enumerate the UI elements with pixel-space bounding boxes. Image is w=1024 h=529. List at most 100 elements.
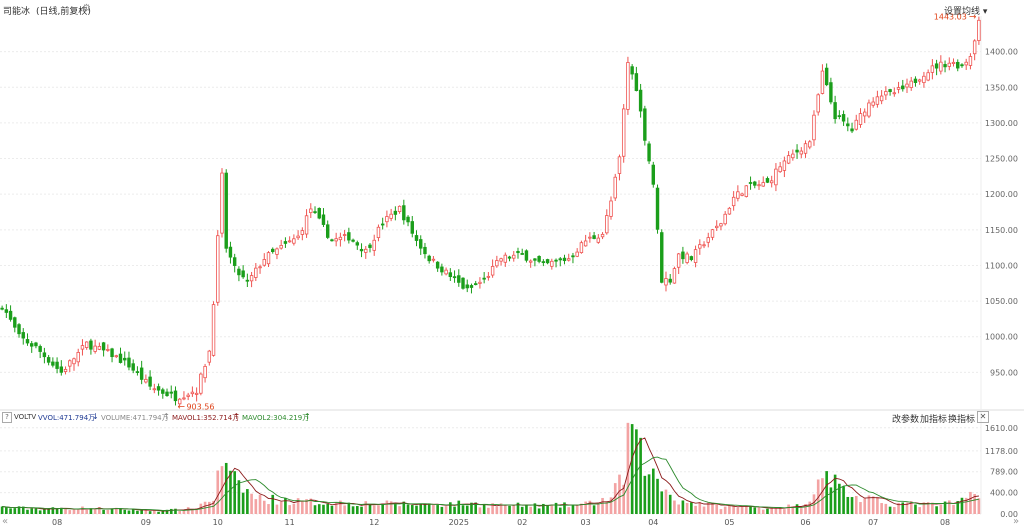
candle-body	[469, 285, 474, 288]
ma-settings-button[interactable]: 设置均线 ▾	[944, 4, 987, 17]
candle-body	[503, 254, 508, 263]
candle-body	[338, 236, 343, 241]
candle-body	[596, 237, 601, 243]
candle-body	[761, 182, 765, 187]
volume-bar	[254, 499, 258, 514]
volume-bar	[901, 502, 905, 514]
volume-bar	[127, 510, 131, 514]
candle-body	[512, 254, 516, 259]
scroll-right-icon[interactable]: »	[1013, 516, 1020, 527]
volume-bar	[457, 500, 461, 514]
volume-bar	[355, 506, 359, 514]
volume-bar	[580, 503, 583, 514]
candle-body	[249, 275, 254, 282]
time-tick-label: 02	[517, 518, 527, 527]
candle-body	[863, 111, 867, 117]
volume-bar	[740, 506, 744, 514]
close-icon[interactable]: ✕	[977, 411, 989, 423]
help-icon[interactable]: ?	[2, 412, 12, 423]
candle-body	[461, 277, 465, 289]
volume-bar	[64, 508, 67, 514]
chart-grid	[0, 16, 1024, 515]
candle-body	[304, 215, 309, 235]
add-indicator-button[interactable]: 加指标	[920, 415, 948, 425]
candle-body	[254, 267, 258, 278]
candle-body	[930, 65, 935, 73]
price-tick-label: 1350.00	[985, 83, 1018, 92]
volume-bar	[897, 502, 900, 514]
volume-bar	[102, 509, 105, 514]
candle-body	[207, 350, 212, 363]
candle-body	[829, 82, 833, 103]
extreme-markers: 1443.03 → ← 903.56	[177, 13, 976, 413]
volume-moving-averages	[2, 437, 979, 512]
candle-body	[385, 216, 389, 223]
edit-params-button[interactable]: 改参数	[892, 415, 920, 425]
volume-bar	[275, 504, 279, 514]
volume-bar	[410, 504, 414, 514]
time-tick-label: 06	[800, 518, 810, 527]
candle-body	[63, 368, 68, 372]
price-tick-label: 1200.00	[985, 190, 1018, 199]
volume-bar	[85, 509, 88, 514]
candle-body	[672, 268, 677, 284]
candle-body	[97, 345, 102, 350]
volume-bar	[563, 502, 566, 514]
candle-body	[592, 235, 596, 239]
price-tick-label: 1050.00	[985, 297, 1018, 306]
candle-body	[473, 283, 478, 286]
price-tick-label: 1150.00	[985, 226, 1018, 235]
settings-gear-icon[interactable]: ⚙	[82, 3, 91, 14]
volume-bar	[114, 507, 118, 514]
volume-bar	[267, 504, 270, 514]
volume-bar	[34, 508, 38, 514]
volume-bar	[233, 471, 236, 514]
scroll-left-icon[interactable]: «	[2, 516, 9, 527]
candle-body	[854, 119, 858, 130]
volume-bar	[55, 508, 59, 514]
volume-bar	[694, 505, 697, 514]
candle-body	[435, 261, 440, 269]
volume-bar	[347, 502, 351, 514]
candle-body	[753, 181, 757, 186]
volume-bar	[723, 506, 727, 514]
symbol-label: 司能冰	[3, 7, 31, 17]
candle-body	[613, 176, 617, 199]
candle-body	[351, 239, 355, 242]
price-axis-ticks: 950.00 1000.00 1050.00 1100.00 1150.00 1200.0…	[985, 48, 1018, 378]
volume-bar	[262, 500, 266, 514]
candle-body	[21, 332, 25, 339]
volume-bar	[567, 507, 571, 514]
candle-body	[342, 234, 347, 236]
volume-tick-label: 0.00	[1000, 510, 1018, 519]
vvol-value: VVOL:471.794万	[38, 414, 96, 422]
candle-body	[34, 342, 38, 347]
vvol-arrow-icon: ↓	[92, 412, 99, 421]
candle-body	[194, 392, 199, 395]
candle-body	[287, 240, 292, 243]
volume-bar	[195, 508, 198, 514]
candle-body	[55, 361, 59, 369]
candle-body	[968, 56, 973, 66]
volume-bar	[905, 502, 909, 514]
candle-body	[571, 255, 575, 258]
candle-body	[841, 114, 846, 122]
volume-bar	[279, 501, 283, 514]
candle-body	[837, 115, 842, 118]
candle-body	[380, 223, 385, 226]
volume-bar	[745, 506, 748, 514]
volume-bar	[305, 499, 308, 514]
volume-bar	[749, 506, 752, 514]
volume-bar	[364, 501, 368, 514]
candle-body	[567, 258, 571, 261]
candle-body	[638, 89, 643, 112]
candle-body	[791, 153, 795, 159]
candle-body	[478, 281, 482, 284]
volume-bar	[17, 506, 21, 514]
volume-bar	[516, 502, 520, 514]
volume-bar	[220, 466, 224, 514]
switch-indicator-button[interactable]: 换指标	[948, 415, 976, 425]
volume-bar	[68, 510, 72, 514]
candle-body	[685, 253, 689, 263]
